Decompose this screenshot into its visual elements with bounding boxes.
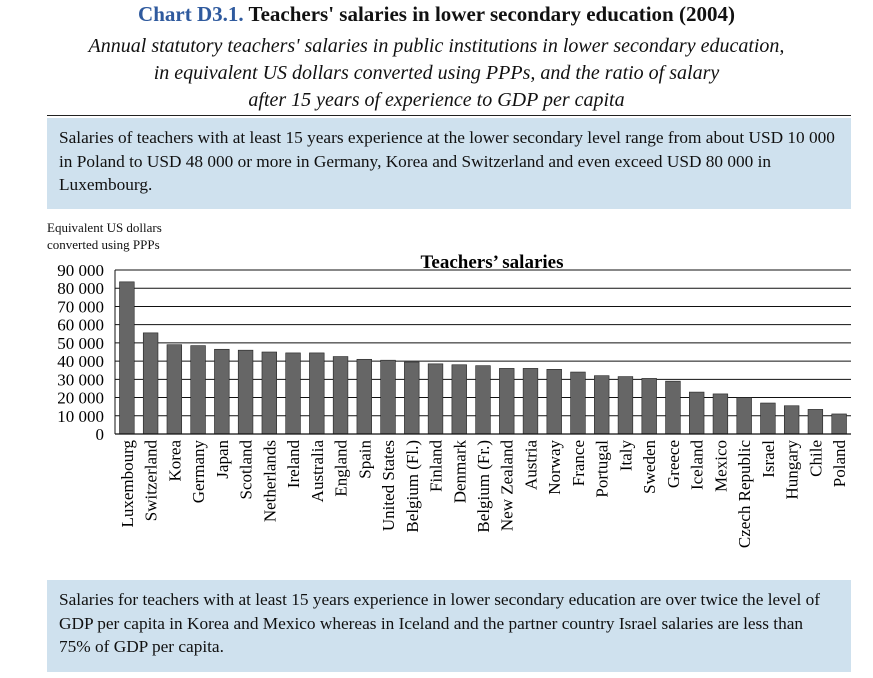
x-tick-label: Austria — [521, 440, 540, 491]
bar — [237, 349, 254, 435]
x-tick-label: Chile — [806, 440, 825, 477]
subtitle-line: Annual statutory teachers' salaries in p… — [88, 35, 785, 57]
header-divider — [47, 115, 851, 116]
x-tick-label: Poland — [830, 440, 849, 488]
x-tick-label: Korea — [165, 440, 184, 482]
summary-bottom-text: Salaries for teachers with at least 15 y… — [59, 590, 820, 656]
x-tick-label: Greece — [664, 440, 683, 488]
x-tick-label: Luxembourg — [118, 440, 137, 528]
bar — [119, 281, 135, 435]
y-tick-label: 30 000 — [57, 370, 104, 389]
x-tick-label: Hungary — [783, 440, 802, 500]
bar — [261, 351, 277, 435]
chart-title: Chart D3.1. Teachers' salaries in lower … — [0, 2, 873, 27]
x-tick-label: Belgium (Fl.) — [403, 440, 422, 533]
y-axis-label-line: Equivalent US dollars — [47, 220, 162, 235]
x-tick-label: France — [569, 440, 588, 486]
bar — [190, 345, 206, 435]
x-tick-label: Japan — [213, 440, 232, 479]
bar — [641, 378, 657, 435]
y-axis-label: Equivalent US dollars converted using PP… — [47, 219, 162, 253]
bar — [142, 332, 159, 435]
chart-subtitle: Annual statutory teachers' salaries in p… — [60, 33, 813, 114]
x-tick-label: New Zealand — [498, 440, 517, 532]
x-tick-label: United States — [379, 440, 398, 531]
y-tick-label: 70 000 — [57, 297, 104, 316]
x-tick-label: Norway — [545, 440, 564, 495]
bar — [546, 369, 562, 435]
x-tick-label: Finland — [427, 440, 446, 492]
x-tick-label: Australia — [308, 440, 327, 503]
chart-inner-title: Teachers’ salaries — [420, 252, 563, 273]
x-tick-label: Sweden — [640, 440, 659, 494]
x-tick-label: Italy — [616, 440, 635, 472]
bar — [522, 368, 539, 435]
y-tick-label: 80 000 — [57, 279, 104, 298]
y-tick-label: 50 000 — [57, 334, 104, 353]
bar — [166, 344, 183, 435]
bar — [404, 361, 420, 435]
bar — [831, 413, 847, 435]
chart-label: Chart D3.1. — [138, 2, 244, 26]
y-tick-label: 60 000 — [57, 316, 104, 335]
chart-title-text: Teachers' salaries in lower secondary ed… — [248, 2, 735, 26]
bar — [617, 376, 634, 435]
bar — [594, 375, 610, 435]
summary-box-bottom: Salaries for teachers with at least 15 y… — [47, 580, 851, 672]
x-tick-label: Scotland — [237, 440, 256, 500]
bar — [380, 359, 396, 435]
bar — [214, 348, 230, 435]
bar — [309, 352, 325, 435]
bar — [332, 356, 349, 435]
x-tick-label: Ireland — [284, 440, 303, 489]
bar — [783, 405, 800, 435]
bar — [665, 380, 681, 435]
x-tick-label: Belgium (Fr.) — [474, 440, 493, 533]
x-tick-label: Portugal — [593, 440, 612, 498]
bar — [427, 363, 444, 435]
x-tick-label: Mexico — [711, 440, 730, 492]
bar — [760, 402, 776, 435]
y-tick-label: 10 000 — [57, 407, 104, 426]
y-tick-label: 0 — [96, 425, 105, 444]
x-tick-label: Switzerland — [142, 440, 161, 522]
y-axis-label-line: converted using PPPs — [47, 237, 160, 252]
bar — [451, 364, 467, 435]
bar — [499, 368, 515, 435]
bar — [285, 352, 301, 435]
x-tick-label: England — [332, 440, 351, 497]
bar-chart: 0 10 000 20 000 30 000 40 000 50 000 60 000 70 … — [0, 250, 873, 575]
x-tick-label: Denmark — [450, 440, 469, 504]
bar — [807, 409, 824, 435]
bar — [736, 397, 752, 435]
subtitle-line: in equivalent US dollars converted using… — [153, 62, 720, 84]
y-tick-label: 90 000 — [57, 261, 104, 280]
bar — [712, 393, 729, 435]
x-tick-label: Czech Republic — [735, 440, 754, 549]
x-tick-label: Netherlands — [260, 440, 279, 522]
summary-top-text: Salaries of teachers with at least 15 ye… — [59, 128, 835, 194]
y-tick-label: 40 000 — [57, 352, 104, 371]
x-tick-label: Spain — [355, 440, 374, 479]
y-tick-label: 20 000 — [57, 389, 104, 408]
subtitle-line: after 15 years of experience to GDP per … — [248, 89, 625, 111]
bar — [356, 358, 372, 435]
bar — [475, 365, 491, 435]
summary-box-top: Salaries of teachers with at least 15 ye… — [47, 118, 851, 209]
x-tick-label: Iceland — [688, 440, 707, 491]
bar — [570, 371, 586, 435]
bar — [689, 391, 705, 435]
x-tick-label: Germany — [189, 440, 208, 504]
x-tick-label: Israel — [759, 440, 778, 478]
